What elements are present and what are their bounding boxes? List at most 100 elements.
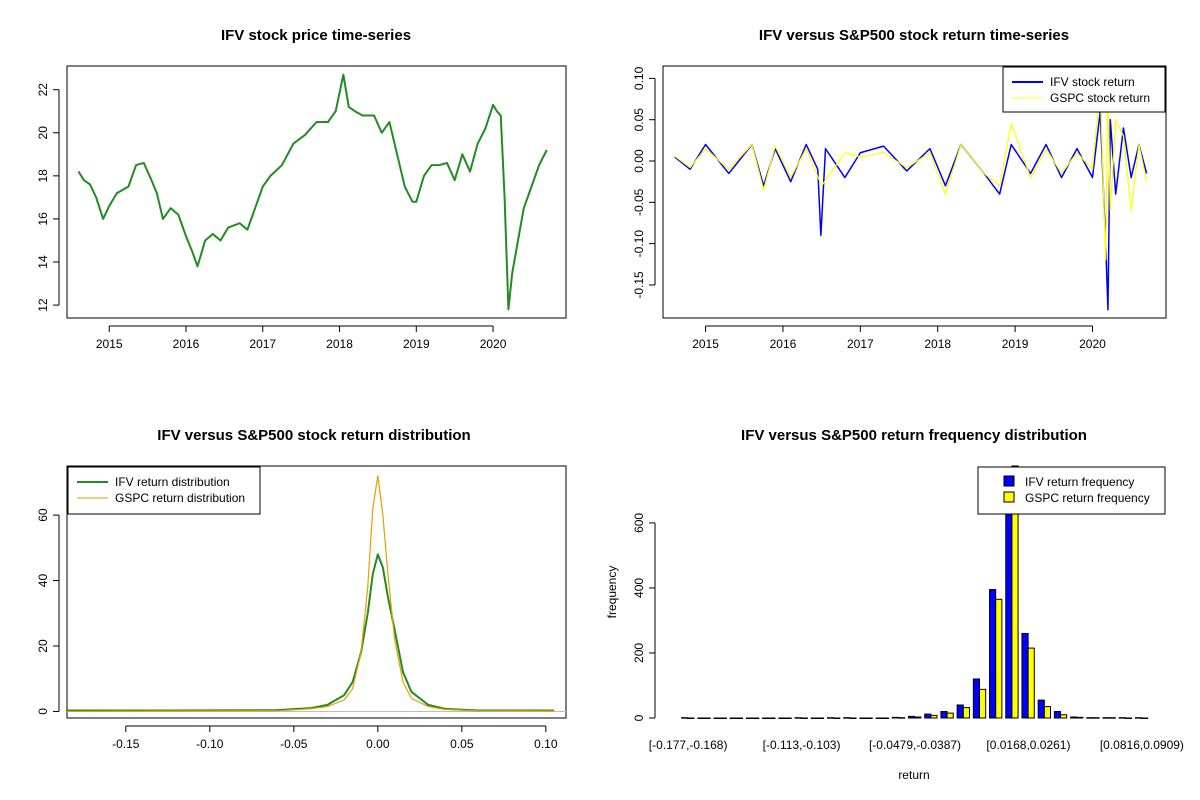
histogram-bar-ifv (714, 718, 720, 719)
histogram-bar-ifv (811, 718, 817, 719)
returns-chart-title: IFV versus S&P500 stock return time-seri… (759, 27, 1069, 44)
histogram-bar-gspc (785, 718, 791, 719)
histogram-bar-ifv (779, 718, 785, 719)
price-x-axis: 2015 2016 2017 2018 2019 2020 (96, 326, 507, 351)
histogram-y-tick-label: 400 (632, 578, 646, 598)
returns-y-tick-label: 0.10 (632, 66, 646, 90)
histogram-x-tick-label: [0.0168,0.0261) (986, 738, 1070, 752)
price-y-tick-label: 12 (36, 298, 50, 312)
returns-y-tick-label: -0.10 (632, 230, 646, 258)
returns-y-tick-label: 0.00 (632, 149, 646, 173)
returns-legend-label-gspc: GSPC stock return (1050, 91, 1150, 105)
histogram-bar-ifv (698, 718, 704, 719)
histogram-bar-ifv (730, 718, 736, 719)
price-x-tick-label: 2020 (480, 337, 507, 351)
histogram-bar-ifv (1006, 512, 1012, 718)
histogram-bar-ifv (682, 718, 688, 719)
histogram-bar-gspc (736, 718, 742, 719)
histogram-bar-gspc (834, 718, 840, 719)
histogram-legend-swatch-ifv (1004, 476, 1014, 486)
histogram-bar-ifv (860, 718, 866, 719)
histogram-y-tick-label: 200 (632, 643, 646, 663)
histogram-legend-swatch-gspc (1004, 492, 1014, 502)
density-x-tick-label: -0.15 (112, 737, 140, 751)
histogram-bar-ifv (990, 590, 996, 718)
price-line (79, 75, 547, 310)
histogram-bar-gspc (801, 718, 807, 719)
returns-panel: IFV versus S&P500 stock return time-seri… (632, 27, 1166, 351)
returns-x-tick-label: 2015 (692, 337, 719, 351)
histogram-bar-ifv (876, 718, 882, 719)
returns-x-tick-label: 2017 (847, 337, 874, 351)
histogram-bar-ifv (1038, 700, 1044, 718)
returns-x-tick-label: 2020 (1079, 337, 1106, 351)
histogram-bar-gspc (688, 718, 694, 719)
histogram-bar-gspc (1093, 718, 1099, 719)
histogram-bar-ifv (1103, 718, 1109, 719)
price-x-tick-label: 2017 (249, 337, 276, 351)
returns-x-tick-label: 2018 (924, 337, 951, 351)
histogram-bar-gspc (1125, 718, 1131, 719)
histogram-bar-gspc (1028, 648, 1034, 718)
price-y-tick-label: 20 (36, 126, 50, 140)
histogram-bar-ifv (957, 705, 963, 718)
price-y-tick-label: 22 (36, 83, 50, 97)
density-y-tick-label: 40 (36, 574, 50, 588)
histogram-bar-ifv (746, 718, 752, 719)
price-chart-title: IFV stock price time-series (221, 27, 411, 44)
histogram-bar-gspc (753, 718, 759, 719)
density-x-tick-label: -0.10 (196, 737, 224, 751)
returns-x-tick-label: 2016 (770, 337, 797, 351)
returns-x-tick-label: 2019 (1002, 337, 1029, 351)
histogram-bar-gspc (866, 718, 872, 719)
price-x-tick-label: 2015 (96, 337, 123, 351)
histogram-legend-label-gspc: GSPC return frequency (1025, 491, 1150, 505)
histogram-bar-gspc (1044, 707, 1050, 718)
density-x-axis: -0.15 -0.10 -0.05 0.00 0.05 0.10 (112, 726, 558, 751)
density-y-axis: 0 20 40 60 (36, 508, 59, 715)
histogram-legend: IFV return frequency GSPC return frequen… (978, 467, 1165, 514)
density-y-tick-label: 60 (36, 508, 50, 522)
histogram-bar-gspc (898, 718, 904, 719)
histogram-x-tick-label: [-0.0479,-0.0387) (869, 738, 961, 752)
density-legend-label-gspc: GSPC return distribution (115, 491, 245, 505)
histogram-bar-ifv (844, 718, 850, 719)
histogram-bar-ifv (925, 714, 931, 718)
histogram-bar-ifv (1119, 718, 1125, 719)
histogram-bar-ifv (795, 718, 801, 719)
returns-series (675, 87, 1147, 310)
histogram-bar-ifv (1022, 633, 1028, 718)
histogram-bar-ifv (1054, 711, 1060, 718)
returns-y-tick-label: -0.15 (632, 271, 646, 299)
density-panel: IFV versus S&P500 stock return distribut… (36, 427, 566, 751)
histogram-x-tick-label: [-0.113,-0.103) (763, 738, 841, 752)
histogram-bar-gspc (1077, 717, 1083, 718)
returns-legend-box (1003, 67, 1165, 112)
density-x-tick-label: 0.05 (450, 737, 474, 751)
density-line-ifv (67, 554, 554, 710)
density-legend-label-ifv: IFV return distribution (115, 475, 230, 489)
histogram-bar-ifv (1071, 717, 1077, 718)
price-x-tick-label: 2019 (403, 337, 430, 351)
histogram-bar-ifv (1135, 718, 1141, 719)
histogram-bar-gspc (769, 718, 775, 719)
histogram-bar-ifv (941, 711, 947, 718)
price-y-tick-label: 14 (36, 255, 50, 269)
returns-y-tick-label: 0.05 (632, 108, 646, 132)
price-panel: IFV stock price time-series 2015 2016 2017… (36, 27, 566, 351)
histogram-bar-gspc (1142, 718, 1148, 719)
density-x-tick-label: 0.10 (534, 737, 558, 751)
histogram-bar-gspc (817, 718, 823, 719)
histogram-x-axis-label: return (898, 768, 929, 782)
density-x-tick-label: -0.05 (280, 737, 308, 751)
histogram-bar-ifv (763, 718, 769, 719)
histogram-bar-gspc (882, 718, 888, 719)
returns-line-ifv (675, 111, 1147, 309)
histogram-bar-gspc (931, 715, 937, 718)
histogram-x-tick-label: [0.0816,0.0909) (1100, 738, 1184, 752)
returns-line-gspc (675, 87, 1147, 261)
histogram-x-axis: [-0.177,-0.168) [-0.113,-0.103) [-0.0479,-… (649, 738, 1184, 752)
returns-x-axis: 2015 2016 2017 2018 2019 2020 (692, 326, 1106, 351)
